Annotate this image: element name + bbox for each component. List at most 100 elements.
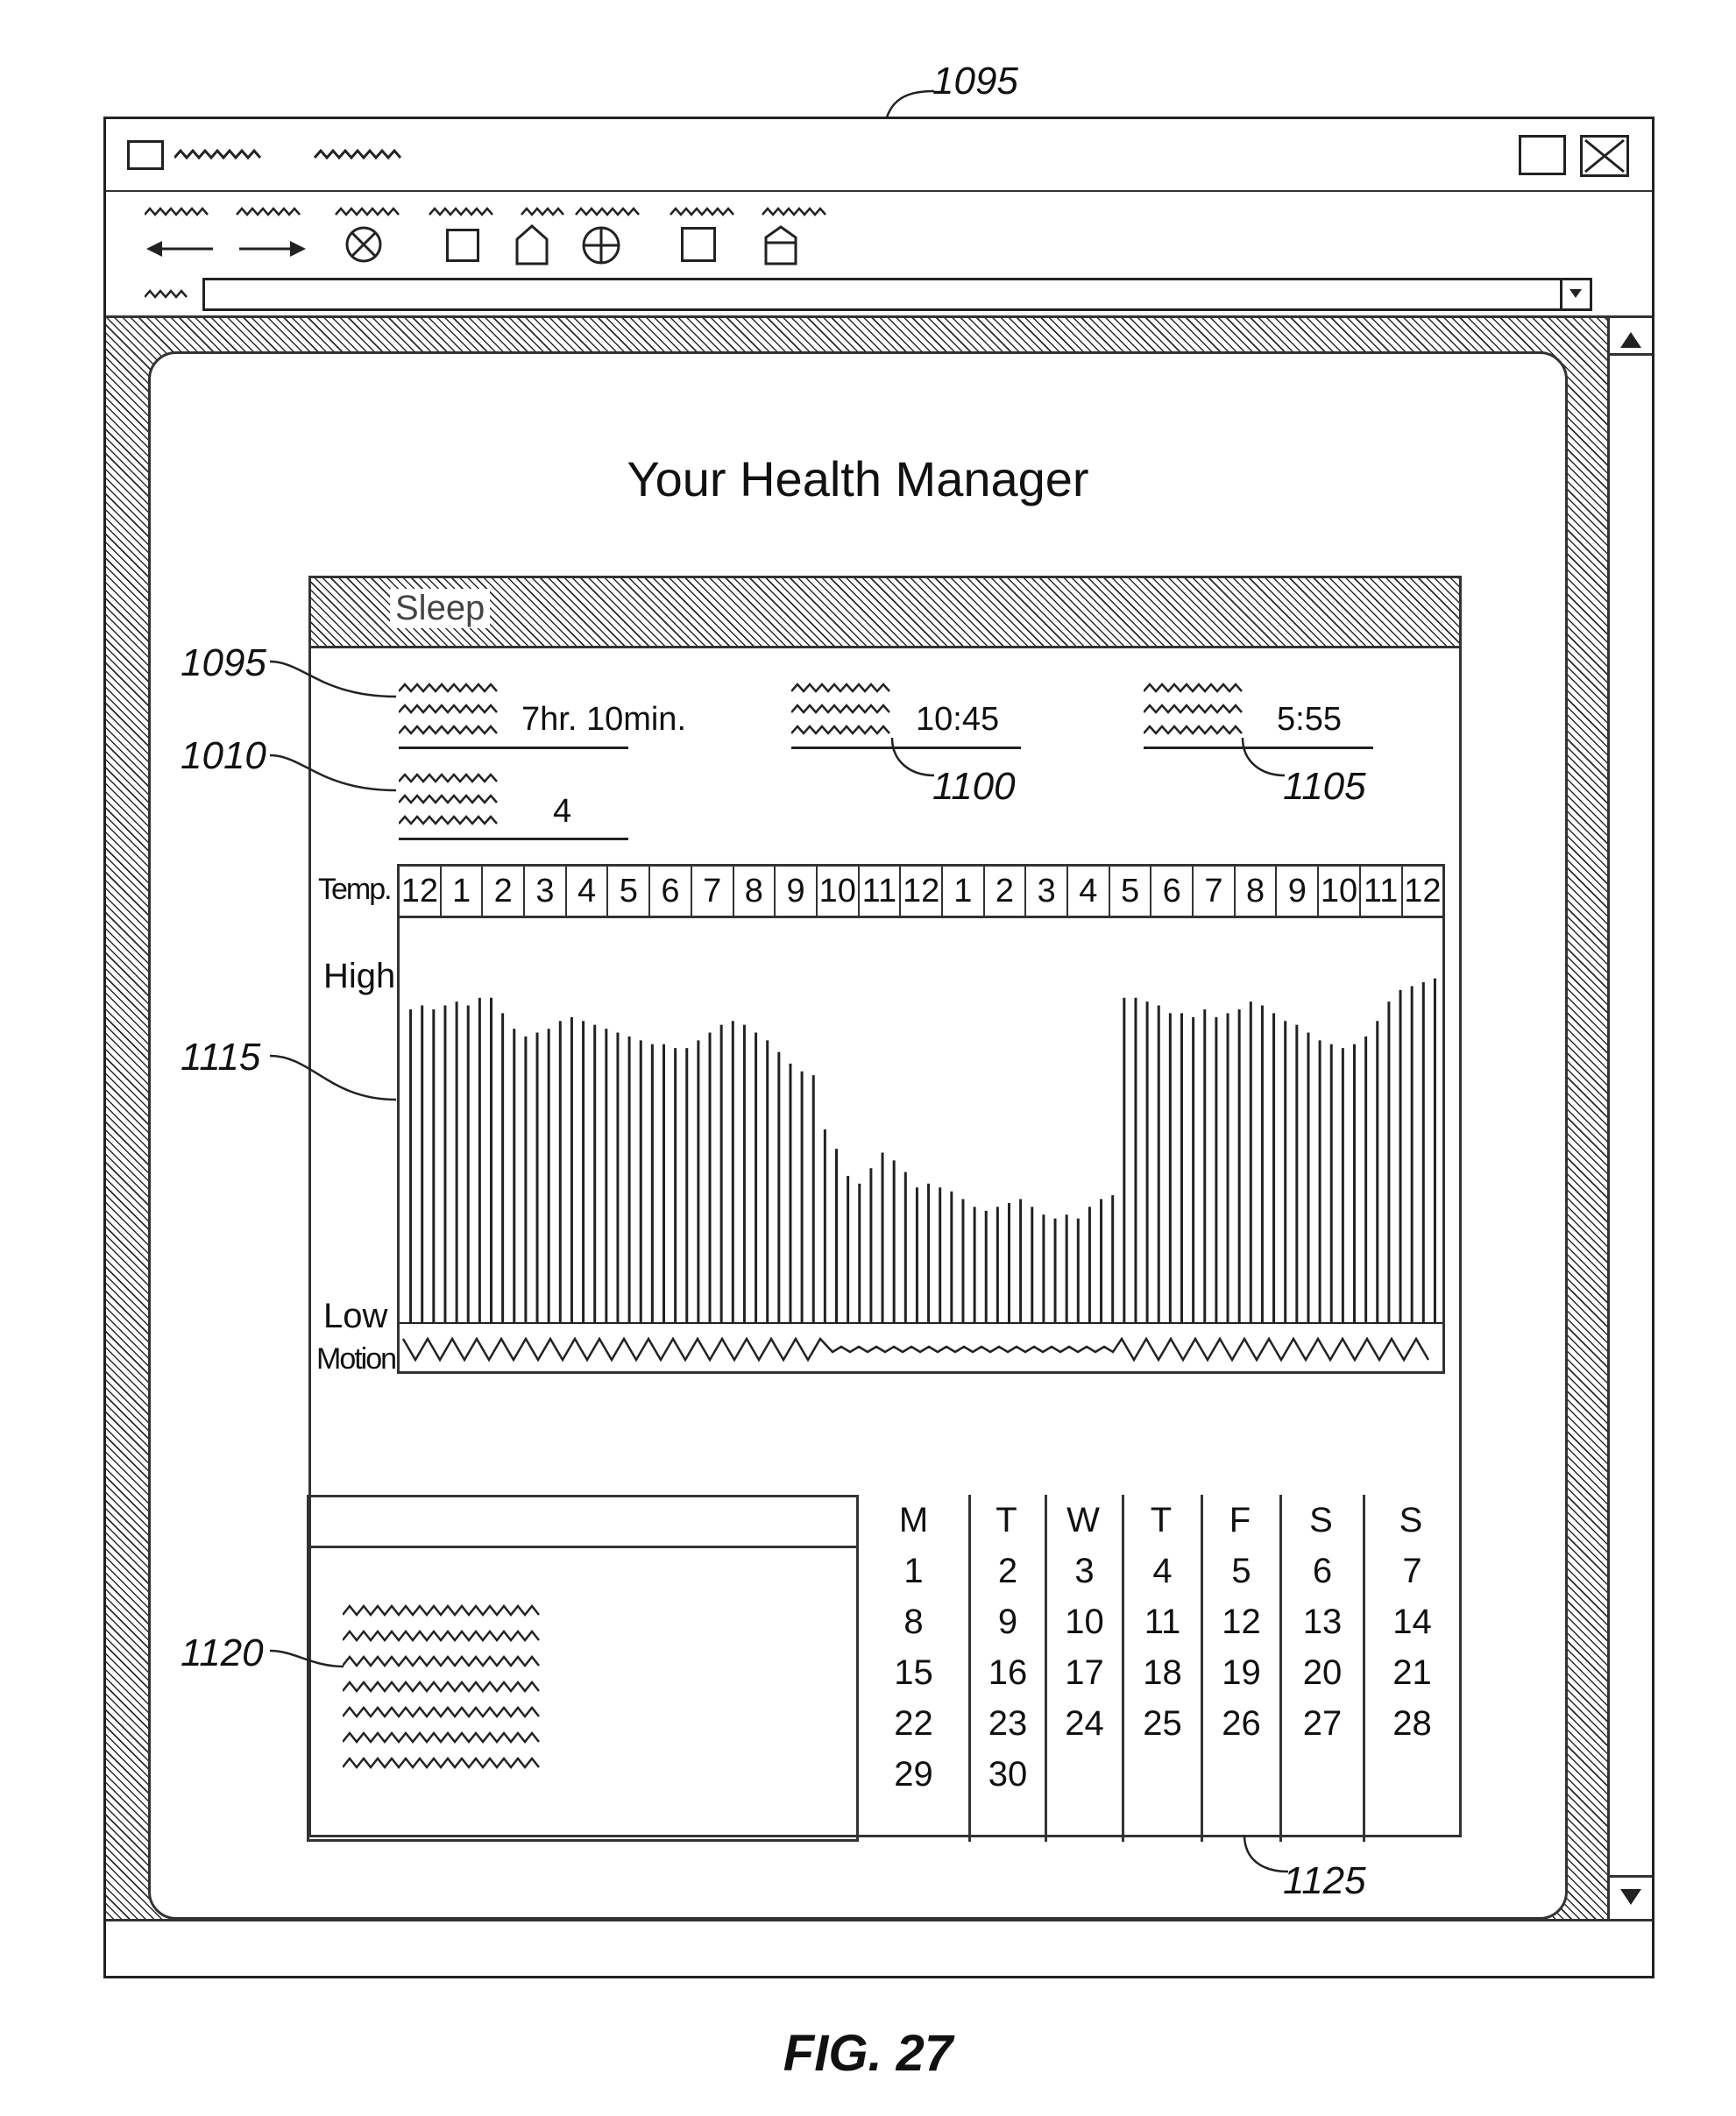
calendar-column: 7142128 [1363,1495,1459,1842]
calendar-day[interactable]: 19 [1203,1647,1279,1698]
calendar-day[interactable]: 18 [1124,1647,1201,1698]
calendar-day[interactable]: 26 [1203,1698,1279,1749]
calendar-spacer [1124,1495,1201,1546]
calendar-column: 29162330 [968,1495,1045,1842]
hour-tick-label: 3 [525,867,567,916]
high-label: High [323,957,395,996]
hour-tick-label: 5 [1110,867,1152,916]
left-arrow-icon[interactable] [145,236,215,262]
calendar-day[interactable]: 17 [1047,1647,1122,1698]
calendar-day[interactable]: 21 [1365,1647,1459,1698]
toolbar [106,192,1652,318]
ref-calendar: 1125 [1283,1859,1366,1903]
page: Your Health Manager Sleep 7hr. 10min. [148,351,1568,1920]
chart-canvas [400,918,1442,1371]
square-icon[interactable] [681,227,716,262]
calendar-day[interactable]: 28 [1365,1698,1459,1749]
ref-bedtime: 1100 [932,765,1016,809]
home-icon[interactable] [514,223,549,265]
hour-tick-label: 2 [985,867,1027,916]
sleep-panel-title: Sleep [390,589,490,628]
calendar-day[interactable]: 8 [859,1596,968,1647]
calendar-day[interactable]: 11 [1124,1596,1201,1647]
calendar-day[interactable]: 12 [1203,1596,1279,1647]
calendar-day[interactable]: 29 [859,1749,968,1800]
calendar-spacer [1203,1495,1279,1546]
awakenings-value: 4 [553,793,571,831]
calendar-spacer [1047,1495,1122,1546]
window-menu-icon[interactable] [127,140,164,170]
motion-trace [403,1339,1428,1360]
calendar-day[interactable]: 7 [1365,1546,1459,1596]
right-arrow-icon[interactable] [237,236,308,262]
vertical-scrollbar[interactable] [1607,318,1652,1919]
calendar-day[interactable]: 27 [1282,1698,1363,1749]
awakenings-underline [399,838,628,840]
calendar-day[interactable]: 15 [859,1647,968,1698]
hour-tick-label: 12 [1403,867,1443,916]
leader-awakenings [268,747,400,799]
temp-row-label: Temp. [318,873,391,907]
calendar-day[interactable]: 30 [971,1749,1045,1800]
scroll-track[interactable] [1610,353,1652,1878]
scroll-up-arrow-icon[interactable] [1617,327,1645,355]
calendar-day[interactable]: 9 [971,1596,1045,1647]
maximize-button[interactable] [1519,135,1566,175]
calendar-day[interactable]: 23 [971,1698,1045,1749]
stop-icon[interactable] [344,225,383,264]
leader-bedtime [885,736,938,789]
waketime-value: 5:55 [1277,701,1342,739]
ref-total-sleep: 1095 [181,641,266,685]
calendar-day[interactable]: 25 [1124,1698,1201,1749]
ref-notes: 1120 [181,1631,264,1675]
calendar-day[interactable]: 22 [859,1698,968,1749]
house-icon[interactable] [763,223,798,265]
hour-tick-label: 1 [442,867,484,916]
calendar-spacer [1365,1495,1459,1546]
globe-icon[interactable] [581,225,621,265]
hour-tick-label: 7 [1194,867,1236,916]
calendar-column: 6132027 [1279,1495,1363,1842]
hour-tick-label: 2 [483,867,525,916]
notes-header [309,1497,856,1548]
leader-notes [268,1638,347,1674]
address-dropdown-button[interactable] [1560,280,1590,308]
leader-total-sleep [268,653,400,705]
close-button[interactable] [1580,135,1629,177]
square-icon[interactable] [446,229,479,262]
calendar-day[interactable]: 1 [859,1546,968,1596]
hour-tick-label: 3 [1026,867,1068,916]
leader-waketime [1236,736,1288,789]
calendar-day[interactable]: 3 [1047,1546,1122,1596]
calendar-day[interactable]: 13 [1282,1596,1363,1647]
calendar-day[interactable]: 5 [1203,1546,1279,1596]
status-bar [106,1919,1652,1978]
calendar-day[interactable]: 24 [1047,1698,1122,1749]
hour-tick-label: 4 [567,867,609,916]
bedtime-value: 10:45 [916,701,999,739]
ref-chart: 1115 [181,1036,260,1079]
calendar-day[interactable]: 20 [1282,1647,1363,1698]
hour-row: 12123456789101112123456789101112 [397,864,1445,918]
hour-tick-label: 1 [943,867,985,916]
motion-label: Motion [316,1342,395,1376]
hour-tick-label: 4 [1068,867,1110,916]
hour-tick-label: 8 [734,867,776,916]
calendar-day[interactable]: 4 [1124,1546,1201,1596]
calendar-day[interactable]: 6 [1282,1546,1363,1596]
scroll-down-arrow-icon[interactable] [1617,1882,1645,1910]
hour-tick-label: 9 [776,867,818,916]
total-sleep-label [399,679,508,749]
calendar-day[interactable]: 16 [971,1647,1045,1698]
calendar-day[interactable]: 2 [971,1546,1045,1596]
hour-tick-label: 12 [901,867,943,916]
hour-tick-label: 5 [608,867,650,916]
calendar-day[interactable]: 10 [1047,1596,1122,1647]
address-input[interactable] [202,278,1592,311]
calendar-spacer [859,1495,968,1546]
notes-text [343,1603,553,1787]
calendar: M 18152229T 29162330W 3101724T 4111825F … [859,1495,1472,1842]
calendar-column: 5121926 [1201,1495,1279,1842]
calendar-day[interactable]: 14 [1365,1596,1459,1647]
awakenings-label [399,769,508,839]
